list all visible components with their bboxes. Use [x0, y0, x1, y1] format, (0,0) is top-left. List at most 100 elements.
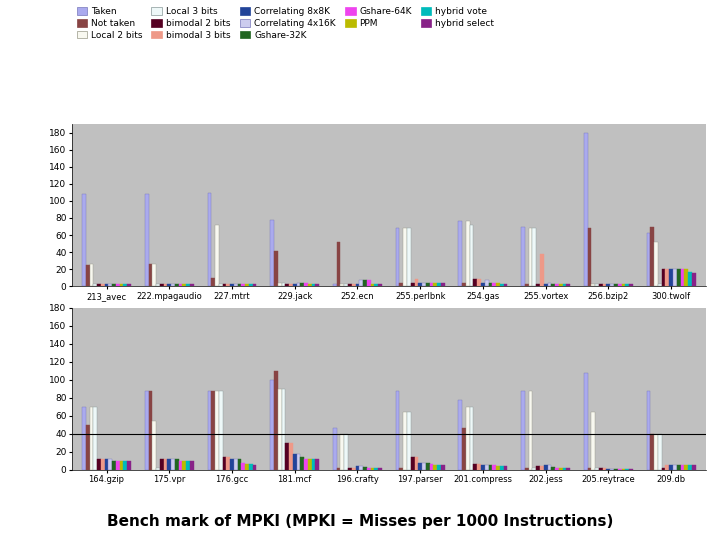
- Bar: [540, 466, 544, 470]
- Bar: [400, 283, 403, 286]
- Bar: [300, 457, 304, 470]
- Bar: [215, 225, 219, 286]
- Bar: [153, 264, 156, 286]
- Bar: [153, 421, 156, 470]
- Bar: [469, 225, 474, 286]
- Bar: [367, 280, 371, 286]
- Bar: [182, 285, 186, 286]
- Bar: [654, 242, 658, 286]
- Bar: [116, 461, 120, 470]
- Bar: [249, 464, 253, 470]
- Bar: [489, 465, 492, 470]
- Bar: [603, 468, 606, 470]
- Bar: [234, 285, 238, 286]
- Bar: [441, 465, 445, 470]
- Bar: [500, 284, 503, 286]
- Bar: [226, 457, 230, 470]
- Bar: [94, 407, 97, 470]
- Bar: [120, 285, 123, 286]
- Bar: [219, 390, 222, 470]
- Bar: [207, 390, 211, 470]
- Bar: [363, 280, 367, 286]
- Bar: [315, 459, 319, 470]
- Bar: [230, 459, 234, 470]
- Bar: [606, 285, 611, 286]
- Bar: [148, 390, 153, 470]
- Bar: [282, 283, 285, 286]
- Bar: [112, 461, 116, 470]
- Bar: [312, 285, 315, 286]
- Bar: [433, 283, 437, 286]
- Bar: [418, 463, 422, 470]
- Bar: [496, 283, 500, 286]
- Bar: [430, 464, 433, 470]
- Bar: [621, 469, 625, 470]
- Bar: [654, 434, 658, 470]
- Bar: [241, 463, 245, 470]
- Bar: [407, 412, 410, 470]
- Bar: [595, 468, 599, 470]
- Bar: [219, 285, 222, 286]
- Bar: [215, 390, 219, 470]
- Bar: [536, 466, 540, 470]
- Bar: [101, 459, 104, 470]
- Bar: [378, 285, 382, 286]
- Bar: [312, 459, 315, 470]
- Bar: [289, 285, 293, 286]
- Bar: [163, 285, 167, 286]
- Bar: [611, 285, 614, 286]
- Bar: [278, 283, 282, 286]
- Bar: [171, 459, 175, 470]
- Bar: [547, 283, 552, 286]
- Bar: [562, 468, 567, 470]
- Legend: Taken, Not taken, Local 2 bits, Local 3 bits, bimodal 2 bits, bimodal 3 bits, Co: Taken, Not taken, Local 2 bits, Local 3 …: [76, 7, 494, 39]
- Bar: [474, 279, 477, 286]
- Bar: [308, 459, 312, 470]
- Bar: [86, 425, 89, 470]
- Bar: [688, 272, 692, 286]
- Bar: [555, 285, 559, 286]
- Bar: [684, 465, 688, 470]
- Bar: [238, 459, 241, 470]
- Bar: [418, 283, 422, 286]
- Bar: [175, 285, 179, 286]
- Bar: [127, 285, 131, 286]
- Bar: [415, 457, 418, 470]
- Bar: [245, 464, 249, 470]
- Bar: [469, 407, 474, 470]
- Bar: [665, 465, 669, 470]
- Bar: [282, 389, 285, 470]
- Bar: [462, 428, 466, 470]
- Bar: [207, 193, 211, 286]
- Bar: [371, 468, 374, 470]
- Bar: [112, 285, 116, 286]
- Bar: [245, 285, 249, 286]
- Bar: [684, 269, 688, 286]
- Bar: [297, 283, 300, 286]
- Bar: [270, 380, 274, 470]
- Bar: [528, 390, 533, 470]
- Bar: [367, 468, 371, 470]
- Bar: [481, 283, 485, 286]
- Bar: [179, 285, 182, 286]
- Bar: [525, 468, 528, 470]
- Bar: [536, 284, 540, 286]
- Bar: [175, 459, 179, 470]
- Bar: [337, 242, 341, 286]
- Bar: [109, 459, 112, 470]
- Bar: [171, 284, 175, 286]
- Bar: [658, 434, 662, 470]
- Bar: [544, 285, 547, 286]
- Bar: [441, 283, 445, 286]
- Bar: [629, 285, 633, 286]
- Bar: [337, 468, 341, 470]
- Bar: [437, 283, 441, 286]
- Bar: [629, 469, 633, 470]
- Bar: [588, 468, 591, 470]
- Bar: [186, 461, 190, 470]
- Bar: [359, 280, 363, 286]
- Bar: [363, 467, 367, 470]
- Bar: [253, 465, 256, 470]
- Bar: [680, 269, 684, 286]
- Bar: [680, 465, 684, 470]
